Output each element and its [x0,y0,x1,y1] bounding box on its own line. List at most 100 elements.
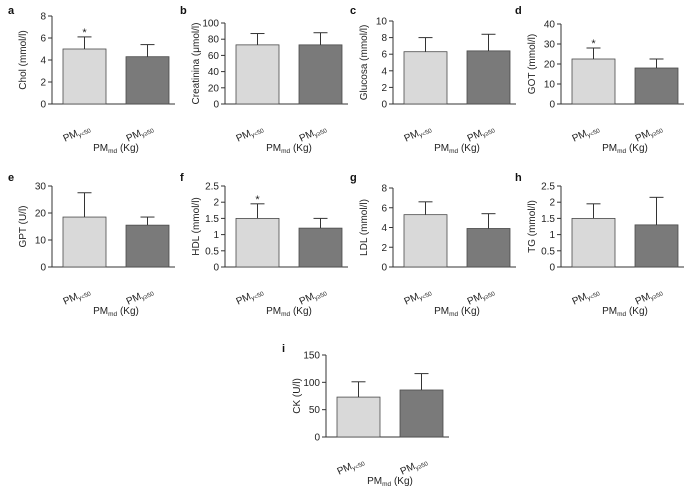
significance-marker-f: * [255,194,260,206]
panel-letter-i: i [282,343,285,355]
y-tick-label-b: 60 [208,51,220,62]
x-axis-label-i: PMmd (Kg) [367,476,413,488]
category-label-a-2: PMy≥50 [125,122,156,145]
y-tick-label-b: 80 [208,35,220,46]
y-axis-label-f: HDL (mmol/l) [191,197,202,256]
category-label-i-2: PMy≥50 [399,455,430,478]
panel-letter-e: e [8,172,14,184]
y-tick-label-d: 20 [544,60,556,71]
y-axis-label-b: Creatinina (μmol/l) [191,23,202,105]
bar-h-2 [634,224,679,268]
bar-f-1 [235,217,280,268]
y-tick-label-a: 0 [40,100,46,111]
bar-h-1 [571,217,616,268]
y-tick-label-g: 8 [381,184,387,195]
y-tick-label-g: 6 [381,203,387,214]
y-tick-label-h: 2.5 [541,182,555,193]
panel-letter-b: b [180,5,187,17]
y-tick-label-e: 0 [40,263,46,274]
bar-i-2 [399,389,444,438]
category-label-g-1: PMy<50 [403,285,434,308]
bar-c-1 [403,51,448,105]
x-axis-label-d: PMmd (Kg) [602,143,648,155]
x-axis-label-a: PMmd (Kg) [93,143,139,155]
category-label-c-2: PMy≥50 [466,122,497,145]
y-tick-label-a: 6 [40,34,46,45]
y-tick-label-h: 1 [549,230,555,241]
y-tick-label-c: 0 [381,100,387,111]
y-tick-label-a: 8 [40,12,46,23]
y-tick-label-c: 2 [381,83,387,94]
y-tick-label-d: 30 [544,40,556,51]
y-tick-label-h: 0.5 [541,246,555,257]
y-tick-label-c: 10 [376,17,388,28]
y-tick-label-g: 0 [381,263,387,274]
y-tick-label-d: 0 [549,100,555,111]
y-tick-label-e: 30 [35,182,47,193]
y-tick-label-f: 0 [213,263,219,274]
bar-d-1 [571,58,616,105]
y-tick-label-h: 2 [549,198,555,209]
bar-g-1 [403,214,448,268]
panel-letter-g: g [350,172,357,184]
x-axis-label-g: PMmd (Kg) [434,306,480,318]
panel-d: d 0 10 20 30 40 GOT (mmol/l) * PMy<50 PMy≥50PMmd … [515,5,684,155]
y-tick-label-i: 100 [303,378,320,389]
bar-f-2 [298,227,343,268]
bar-i-1 [336,396,381,438]
y-tick-label-h: 1.5 [541,214,555,225]
significance-marker-a: * [82,27,87,39]
category-label-b-2: PMy≥50 [298,122,329,145]
significance-marker-d: * [591,38,596,50]
category-label-e-1: PMy<50 [62,285,93,308]
y-tick-label-a: 4 [40,56,46,67]
y-axis-label-c: Glucosa (mmol/l) [359,25,370,101]
y-tick-label-h: 0 [549,263,555,274]
category-label-g-2: PMy≥50 [466,285,497,308]
y-tick-label-c: 8 [381,33,387,44]
bar-a-1 [62,48,107,105]
x-axis-label-e: PMmd (Kg) [93,306,139,318]
y-tick-label-f: 1 [213,230,219,241]
y-axis-label-e: GPT (U/l) [18,205,29,247]
y-tick-label-e: 20 [35,209,47,220]
y-tick-label-a: 2 [40,78,46,89]
y-tick-label-f: 2 [213,198,219,209]
category-label-c-1: PMy<50 [403,122,434,145]
x-axis-label-h: PMmd (Kg) [602,306,648,318]
y-axis-label-d: GOT (mmol/l) [527,34,538,94]
panel-letter-h: h [515,172,522,184]
y-tick-label-b: 20 [208,83,220,94]
category-label-d-2: PMy≥50 [634,122,665,145]
y-tick-label-c: 4 [381,66,387,77]
y-tick-label-d: 40 [544,20,556,31]
category-label-h-2: PMy≥50 [634,285,665,308]
x-axis-label-c: PMmd (Kg) [434,143,480,155]
y-axis-label-g: LDL (mmol/l) [359,199,370,256]
y-tick-label-e: 10 [35,236,47,247]
y-tick-label-g: 4 [381,223,387,234]
y-axis-label-h: TG (mmol/l) [527,200,538,253]
bar-b-2 [298,44,343,105]
category-label-h-1: PMy<50 [571,285,602,308]
y-tick-label-f: 0.5 [205,246,219,257]
y-tick-label-c: 6 [381,50,387,61]
x-axis-label-f: PMmd (Kg) [266,306,312,318]
y-tick-label-b: 100 [202,19,219,30]
category-label-i-1: PMy<50 [336,455,367,478]
y-axis-label-a: Chol (mmol/l) [18,30,29,89]
bar-e-2 [125,224,170,268]
category-label-a-1: PMy<50 [62,122,93,145]
panel-letter-f: f [180,172,184,184]
y-tick-label-g: 2 [381,243,387,254]
y-axis-label-i: CK (U/l) [292,378,303,414]
panel-letter-a: a [8,5,15,17]
y-tick-label-i: 50 [309,405,321,416]
